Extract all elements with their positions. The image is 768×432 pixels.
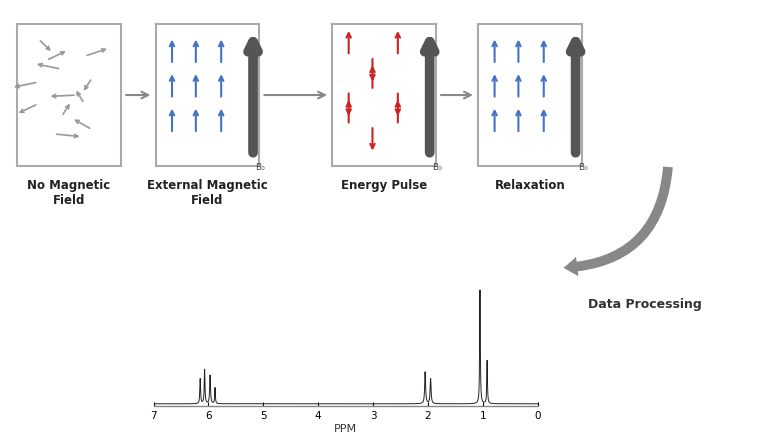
Text: B₀: B₀	[255, 163, 265, 172]
Bar	[478, 24, 582, 166]
Bar	[17, 24, 121, 166]
Text: Data Processing: Data Processing	[588, 298, 702, 311]
X-axis label: PPM: PPM	[334, 424, 357, 432]
Bar	[332, 24, 435, 166]
Text: Relaxation: Relaxation	[495, 179, 565, 192]
FancyArrowPatch shape	[564, 166, 673, 276]
Text: B₀: B₀	[432, 163, 442, 172]
Text: B₀: B₀	[578, 163, 588, 172]
Text: External Magnetic
Field: External Magnetic Field	[147, 179, 268, 207]
Text: No Magnetic
Field: No Magnetic Field	[28, 179, 111, 207]
Text: Energy Pulse: Energy Pulse	[341, 179, 427, 192]
Bar	[155, 24, 260, 166]
